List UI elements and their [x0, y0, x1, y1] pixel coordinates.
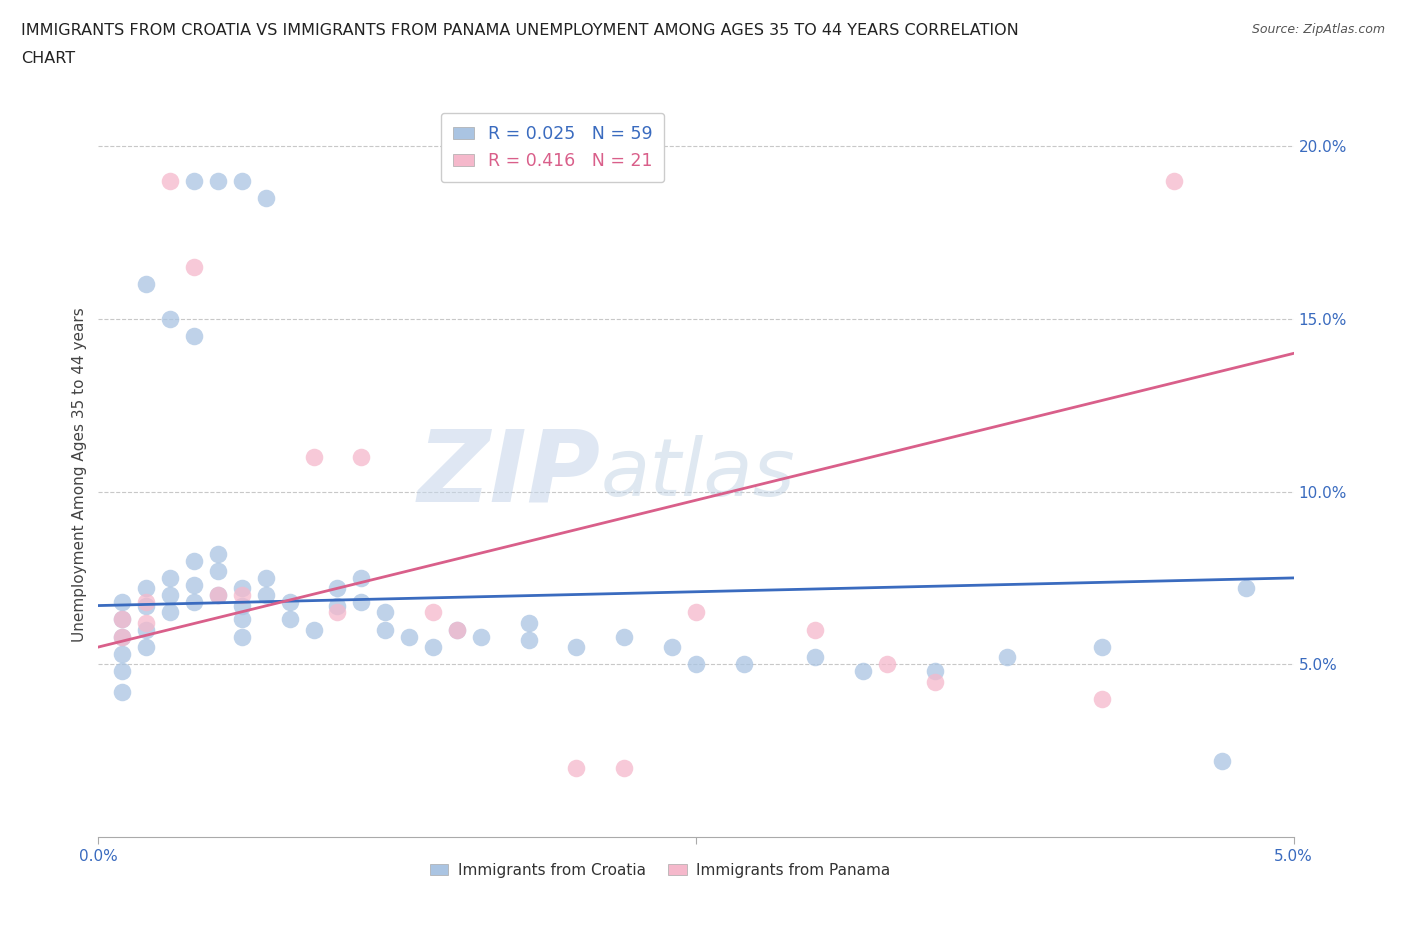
Text: atlas: atlas: [600, 435, 796, 513]
Point: [183, 553, 205, 568]
Point: [183, 259, 205, 274]
Point: [135, 598, 157, 613]
Point: [183, 173, 205, 188]
Point: [517, 632, 540, 647]
Point: [135, 622, 157, 637]
Point: [924, 664, 946, 679]
Point: [517, 616, 540, 631]
Point: [159, 605, 181, 620]
Point: [111, 684, 134, 699]
Point: [111, 612, 134, 627]
Point: [135, 581, 157, 596]
Point: [278, 594, 301, 609]
Point: [302, 622, 325, 637]
Point: [111, 664, 134, 679]
Point: [111, 630, 134, 644]
Point: [231, 173, 253, 188]
Point: [613, 630, 636, 644]
Legend: Immigrants from Croatia, Immigrants from Panama: Immigrants from Croatia, Immigrants from…: [425, 857, 896, 884]
Point: [183, 594, 205, 609]
Point: [231, 598, 253, 613]
Text: CHART: CHART: [21, 51, 75, 66]
Point: [231, 581, 253, 596]
Point: [159, 173, 181, 188]
Point: [207, 173, 229, 188]
Point: [398, 630, 420, 644]
Point: [111, 630, 134, 644]
Y-axis label: Unemployment Among Ages 35 to 44 years: Unemployment Among Ages 35 to 44 years: [72, 307, 87, 642]
Point: [231, 630, 253, 644]
Point: [326, 605, 349, 620]
Point: [1163, 173, 1185, 188]
Point: [207, 588, 229, 603]
Point: [111, 646, 134, 661]
Point: [183, 328, 205, 343]
Point: [852, 664, 875, 679]
Point: [326, 598, 349, 613]
Point: [231, 612, 253, 627]
Point: [254, 588, 277, 603]
Point: [661, 640, 683, 655]
Point: [422, 605, 444, 620]
Point: [207, 588, 229, 603]
Point: [278, 612, 301, 627]
Point: [446, 622, 468, 637]
Point: [804, 650, 827, 665]
Point: [207, 564, 229, 578]
Point: [135, 640, 157, 655]
Point: [159, 312, 181, 326]
Point: [446, 622, 468, 637]
Point: [135, 594, 157, 609]
Point: [159, 588, 181, 603]
Point: [207, 546, 229, 561]
Point: [350, 570, 373, 585]
Point: [1211, 753, 1233, 768]
Point: [254, 191, 277, 206]
Point: [374, 605, 396, 620]
Point: [1091, 640, 1114, 655]
Point: [470, 630, 492, 644]
Point: [1091, 691, 1114, 706]
Point: [302, 449, 325, 464]
Point: [995, 650, 1018, 665]
Point: [350, 594, 373, 609]
Point: [159, 570, 181, 585]
Point: [231, 588, 253, 603]
Point: [135, 277, 157, 292]
Point: [374, 622, 396, 637]
Point: [565, 640, 588, 655]
Point: [685, 657, 707, 671]
Point: [685, 605, 707, 620]
Point: [135, 616, 157, 631]
Point: [350, 449, 373, 464]
Point: [804, 622, 827, 637]
Text: IMMIGRANTS FROM CROATIA VS IMMIGRANTS FROM PANAMA UNEMPLOYMENT AMONG AGES 35 TO : IMMIGRANTS FROM CROATIA VS IMMIGRANTS FR…: [21, 23, 1019, 38]
Point: [254, 570, 277, 585]
Point: [326, 581, 349, 596]
Point: [876, 657, 898, 671]
Point: [924, 674, 946, 689]
Point: [733, 657, 755, 671]
Point: [565, 761, 588, 776]
Point: [183, 578, 205, 592]
Point: [1234, 581, 1257, 596]
Point: [422, 640, 444, 655]
Text: ZIP: ZIP: [418, 426, 600, 523]
Point: [111, 612, 134, 627]
Point: [613, 761, 636, 776]
Point: [111, 594, 134, 609]
Text: Source: ZipAtlas.com: Source: ZipAtlas.com: [1251, 23, 1385, 36]
